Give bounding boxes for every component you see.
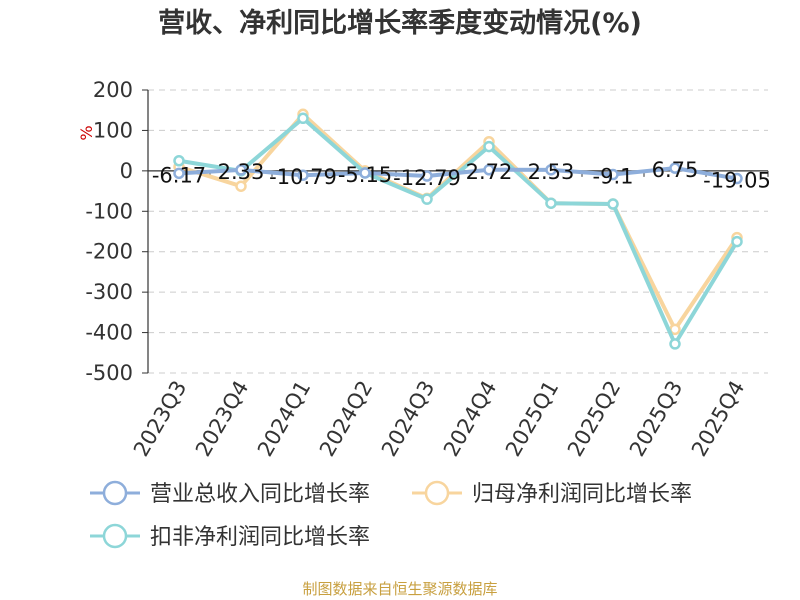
data-point — [669, 338, 681, 350]
data-point — [173, 155, 185, 167]
data-label: 2.72 — [466, 160, 513, 184]
y-tick-label: -300 — [85, 280, 133, 304]
data-point — [297, 112, 309, 125]
y-tick-label: -400 — [85, 321, 133, 345]
x-tick-label: 2025Q1 — [501, 377, 563, 461]
data-point — [545, 164, 557, 176]
data-label: -12.79 — [393, 166, 461, 190]
data-source: 制图数据来自恒生聚源数据库 — [302, 580, 497, 598]
data-label: -19.05 — [703, 169, 771, 193]
data-label: 2.33 — [218, 160, 265, 184]
y-tick-label: -500 — [85, 361, 133, 385]
x-tick-label: 2023Q3 — [129, 377, 191, 461]
data-label: -5.15 — [338, 163, 392, 187]
data-point — [421, 170, 433, 182]
data-point — [235, 164, 247, 176]
data-point — [545, 197, 557, 209]
chart-title: 营收、净利同比增长率季度变动情况(%) — [158, 7, 642, 39]
data-label: 6.75 — [652, 158, 699, 182]
x-tick-label: 2024Q3 — [377, 377, 439, 461]
legend-marker — [424, 480, 450, 506]
x-tick-label: 2023Q4 — [191, 377, 253, 461]
x-tick-label: 2025Q3 — [625, 377, 687, 461]
data-point — [731, 172, 743, 185]
legend-marker — [102, 523, 128, 549]
data-point — [359, 167, 371, 179]
y-tick-label: -100 — [85, 199, 133, 223]
data-point — [483, 164, 495, 176]
data-label: -6.17 — [152, 163, 206, 187]
data-point — [235, 180, 247, 192]
grid — [148, 89, 768, 374]
series-lines — [173, 108, 743, 350]
data-point — [173, 167, 185, 180]
y-tick-label: 0 — [120, 159, 133, 183]
x-tick-label: 2025Q2 — [563, 377, 625, 461]
y-tick-label: 200 — [93, 78, 133, 102]
data-point — [297, 169, 309, 181]
data-label: -9.1 — [593, 165, 634, 189]
data-labels: -6.17 2.33 -10.79 -5.15 -12.79 2.72 2.53 -9.1 6.… — [152, 158, 771, 192]
x-tick-label: 2025Q4 — [687, 377, 749, 461]
data-point — [421, 193, 433, 205]
legend-label: 营业总收入同比增长率 — [150, 482, 370, 507]
data-point — [669, 162, 681, 174]
data-label: -10.79 — [269, 165, 337, 189]
y-tick-label: 100 — [93, 118, 133, 142]
series-line — [178, 112, 739, 332]
data-point — [483, 140, 495, 153]
series-line — [178, 166, 738, 181]
y-tick-label: -200 — [85, 240, 133, 264]
x-tick-label: 2024Q4 — [439, 377, 501, 461]
x-tick-label: 2024Q2 — [315, 377, 377, 461]
legend-label: 归母净利润同比增长率 — [472, 482, 692, 507]
y-axis-unit: % — [77, 125, 96, 140]
data-point — [731, 235, 743, 248]
data-point — [607, 168, 619, 181]
legend-label: 扣非净利润同比增长率 — [150, 525, 370, 550]
data-point — [607, 198, 619, 210]
series-line — [178, 116, 739, 346]
data-label: 2.53 — [528, 160, 575, 184]
legend-marker — [102, 480, 128, 506]
x-tick-label: 2024Q1 — [253, 377, 315, 461]
